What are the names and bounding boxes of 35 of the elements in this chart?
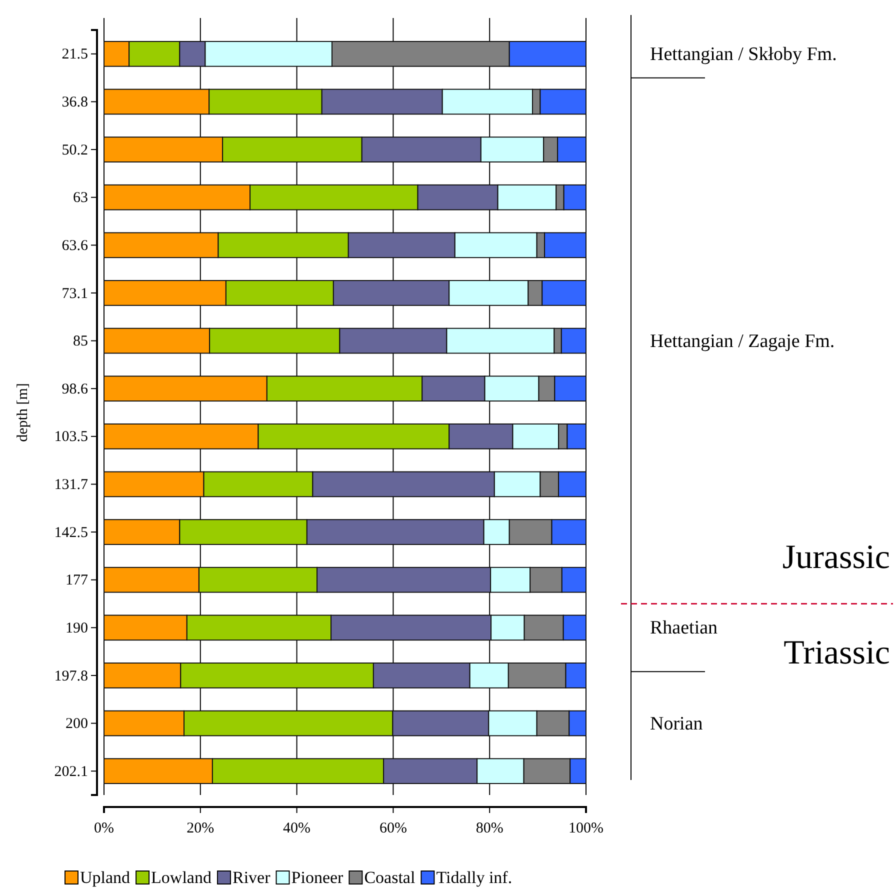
x-tick-label: 20% xyxy=(186,820,214,836)
y-tick-label: 197.8 xyxy=(54,668,88,684)
legend-label: Coastal xyxy=(364,868,416,887)
y-tick-label: 202.1 xyxy=(54,764,88,780)
y-tick-label: 63.6 xyxy=(62,238,88,254)
legend-label: Tidally inf. xyxy=(436,868,512,887)
text: Hettangian / Zagaje Fm. xyxy=(650,330,835,352)
y-tick-label: 190 xyxy=(66,620,88,636)
legend-label: River xyxy=(232,868,271,887)
y-tick-label: 36.8 xyxy=(62,94,88,111)
legend-label: Upland xyxy=(80,868,131,887)
y-tick-label: 131.7 xyxy=(54,477,88,494)
x-tick-label: 40% xyxy=(283,820,311,836)
y-tick-label: 200 xyxy=(66,716,88,732)
y-tick-label: 177 xyxy=(66,572,88,589)
x-tick-label: 80% xyxy=(476,820,504,836)
y-tick-label: 50.2 xyxy=(62,142,88,158)
text: Rhaetian xyxy=(650,618,718,639)
y-tick-label: 21.5 xyxy=(62,46,88,63)
y-axis-title: depth [m] xyxy=(15,383,31,442)
x-tick-label: 0% xyxy=(94,820,114,836)
y-tick-label: 98.6 xyxy=(62,381,88,398)
y-tick-label: 63 xyxy=(73,190,88,206)
legend-label: Lowland xyxy=(151,868,212,887)
text: Hettangian / Skłoby Fm. xyxy=(650,44,837,65)
y-tick-label: 85 xyxy=(73,334,88,350)
y-tick-label: 103.5 xyxy=(54,429,88,446)
text: Jurassic xyxy=(782,538,890,576)
y-tick-label: 142.5 xyxy=(54,524,88,541)
legend-label: Pioneer xyxy=(291,868,344,887)
x-tick-label: 100% xyxy=(568,820,604,836)
text: Triassic xyxy=(784,634,890,672)
text: Norian xyxy=(650,713,704,734)
x-tick-label: 60% xyxy=(379,820,407,836)
y-tick-label: 73.1 xyxy=(62,286,88,302)
